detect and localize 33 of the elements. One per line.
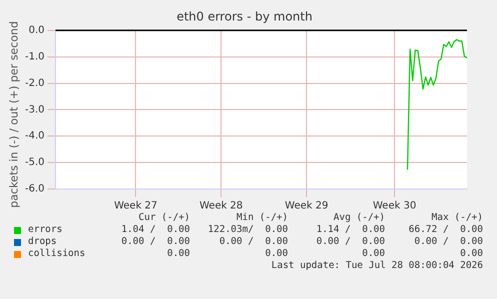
text: 0.00 / 0.00 <box>414 236 483 247</box>
text: 0.00 <box>167 248 190 259</box>
x-tick-label: Week 27 <box>114 200 158 212</box>
text: 66.72 / 0.00 <box>408 224 483 235</box>
y-tick-label: -2.0 <box>24 78 45 89</box>
y-tick-label: -5.0 <box>24 157 45 168</box>
y-tick-label: -1.0 <box>24 51 45 62</box>
text: 0.00 / 0.00 <box>219 236 288 247</box>
text: 122.03m/ 0.00 <box>208 224 288 235</box>
text: Max (-/+) <box>432 212 483 223</box>
y-tick-label: -3.0 <box>24 104 45 116</box>
x-tick-label: Week 30 <box>372 200 416 212</box>
text: Avg (-/+) <box>334 212 385 223</box>
text: 0.00 / 0.00 <box>316 236 385 247</box>
chart-title: eth0 errors - by month <box>176 9 312 24</box>
y-tick-label: -4.0 <box>24 130 45 142</box>
text: 1.14 / 0.00 <box>316 224 385 235</box>
x-tick-label: Week 29 <box>284 200 328 212</box>
y-tick-label: -6.0 <box>24 184 45 195</box>
text: 0.00 / 0.00 <box>121 236 190 247</box>
text: Min (-/+) <box>236 212 288 223</box>
text: 0.00 <box>362 248 385 259</box>
text: Cur (-/+) <box>138 212 190 223</box>
x-tick-label: Week 28 <box>199 200 243 212</box>
legend-label: drops <box>28 236 57 247</box>
text: 0.00 <box>265 248 288 259</box>
text: Last update: Tue Jul 28 08:00:04 2026 <box>271 260 483 271</box>
y-axis-title: packets in (-) / out (+) per second <box>8 20 20 210</box>
text: 1.04 / 0.00 <box>121 224 190 235</box>
legend-label: collisions <box>28 248 86 259</box>
text: 0.00 <box>460 248 483 259</box>
y-tick-label: 0.0 <box>28 24 45 36</box>
legend-label: errors <box>28 224 62 235</box>
